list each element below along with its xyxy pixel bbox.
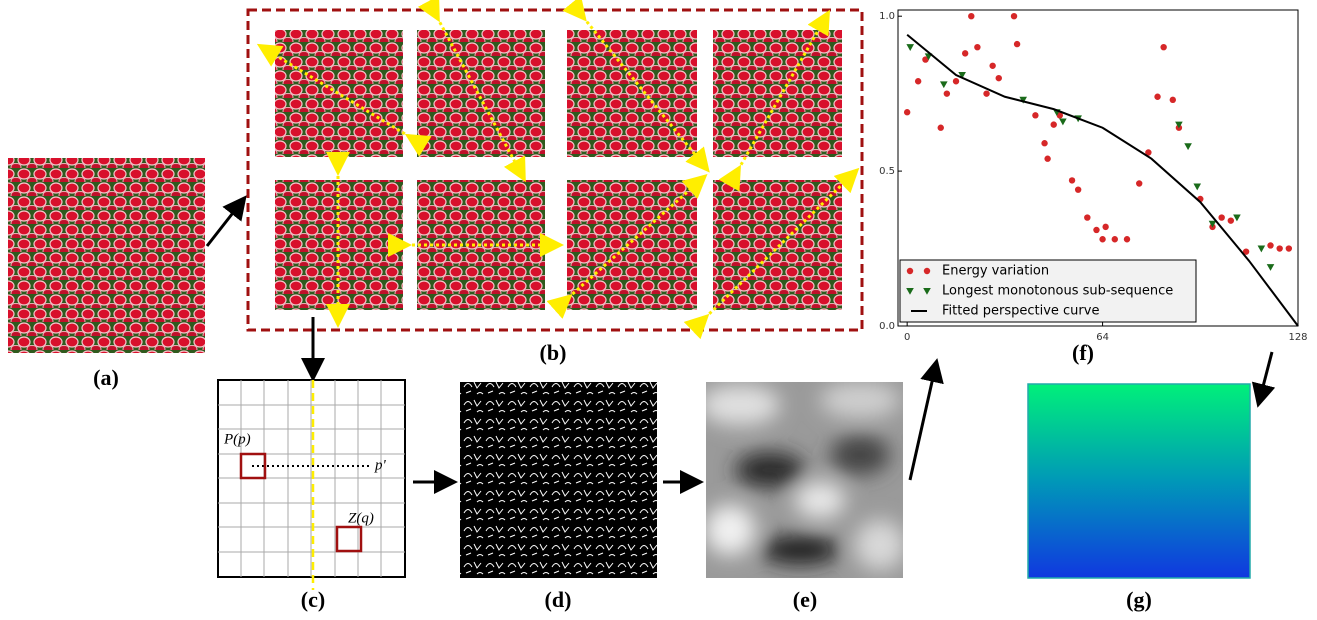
point xyxy=(1051,121,1057,127)
panel-label: (e) xyxy=(793,587,817,612)
point xyxy=(1075,186,1081,192)
x-tick-label: 0 xyxy=(904,332,910,343)
point xyxy=(907,268,913,274)
panel-label: (f) xyxy=(1072,340,1094,365)
legend-label: Energy variation xyxy=(942,264,1049,279)
point xyxy=(1124,236,1130,242)
x-tick-label: 64 xyxy=(1096,332,1109,343)
patch-label: Z(q) xyxy=(348,510,374,526)
point xyxy=(1102,224,1108,230)
point xyxy=(983,90,989,96)
point xyxy=(1099,236,1105,242)
point xyxy=(924,268,930,274)
panel-label: (c) xyxy=(301,587,325,612)
figure: (a) (b) P(p) p' Z(q) (c) (d) (e) (f) xyxy=(0,0,1317,615)
legend-label: Longest monotonous sub-sequence xyxy=(942,284,1173,299)
arrow xyxy=(910,364,936,480)
point xyxy=(938,125,944,131)
legend-label: Fitted perspective curve xyxy=(942,304,1099,319)
point xyxy=(1093,227,1099,233)
point xyxy=(989,63,995,69)
point xyxy=(1084,214,1090,220)
y-tick-label: 0.5 xyxy=(879,166,895,177)
point xyxy=(1044,156,1050,162)
point xyxy=(962,50,968,56)
point xyxy=(1032,112,1038,118)
panel-label: (g) xyxy=(1126,587,1152,612)
point xyxy=(1160,44,1166,50)
point xyxy=(1267,242,1273,248)
perspective-map xyxy=(1028,384,1250,578)
energy-map xyxy=(700,382,905,578)
input-image xyxy=(8,158,205,353)
panel-label: (a) xyxy=(93,365,119,390)
point xyxy=(1218,214,1224,220)
point xyxy=(944,90,950,96)
edge-image xyxy=(460,382,657,578)
point xyxy=(1170,97,1176,103)
x-tick-label: 128 xyxy=(1288,332,1307,343)
chart: 0.0 0.5 1.0 0 64 128 Energy variation Longest m… xyxy=(879,10,1307,343)
panel-label: (b) xyxy=(540,340,567,365)
arrow xyxy=(207,200,243,246)
point xyxy=(968,13,974,19)
y-tick-label: 1.0 xyxy=(879,11,895,22)
point xyxy=(904,109,910,115)
patch-label: P(p) xyxy=(223,431,251,447)
point xyxy=(1286,245,1292,251)
point xyxy=(1069,177,1075,183)
point xyxy=(996,75,1002,81)
point xyxy=(1136,180,1142,186)
y-tick-label: 0.0 xyxy=(879,321,895,332)
point xyxy=(915,78,921,84)
point xyxy=(1154,94,1160,100)
point xyxy=(974,44,980,50)
panel-label: (d) xyxy=(545,587,572,612)
point xyxy=(1112,236,1118,242)
pixel-grid xyxy=(218,380,405,590)
arrow xyxy=(1259,352,1272,402)
point xyxy=(1276,245,1282,251)
point-label: p' xyxy=(374,457,387,473)
point xyxy=(1011,13,1017,19)
point xyxy=(953,78,959,84)
point xyxy=(1041,140,1047,146)
point xyxy=(1228,217,1234,223)
point xyxy=(1014,41,1020,47)
